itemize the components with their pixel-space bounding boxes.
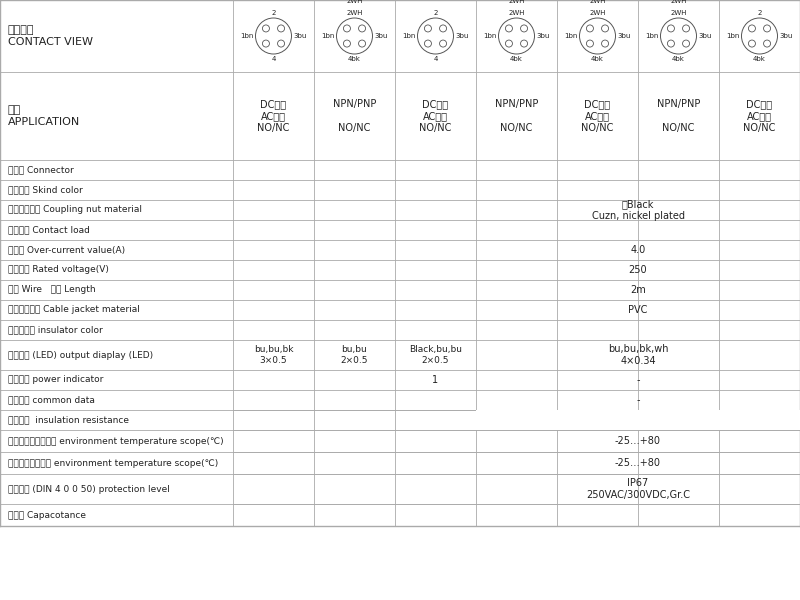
Text: 环境温度范围接插件 environment temperature scope(℃): 环境温度范围接插件 environment temperature scope(… bbox=[8, 437, 224, 445]
Text: 4.0: 4.0 bbox=[630, 245, 646, 255]
Text: 输出显示 (LED) output diaplay (LED): 输出显示 (LED) output diaplay (LED) bbox=[8, 350, 153, 359]
Text: 一般数据 common data: 一般数据 common data bbox=[8, 395, 95, 404]
Text: 4bk: 4bk bbox=[591, 56, 604, 62]
Text: 电缆外皮材料 Cable jacket material: 电缆外皮材料 Cable jacket material bbox=[8, 305, 140, 314]
Text: 2WH: 2WH bbox=[508, 0, 525, 4]
Text: ≥10⁶Ω: ≥10⁶Ω bbox=[622, 415, 654, 425]
Text: 2WH: 2WH bbox=[590, 10, 606, 16]
Text: 2WH: 2WH bbox=[670, 0, 686, 4]
Text: 通电指示 power indicator: 通电指示 power indicator bbox=[8, 376, 103, 385]
Text: NPN/PNP

NO/NC: NPN/PNP NO/NC bbox=[495, 100, 538, 133]
Text: 1bn: 1bn bbox=[402, 33, 415, 39]
Text: 2WH: 2WH bbox=[590, 0, 606, 4]
Text: 1bn: 1bn bbox=[726, 33, 739, 39]
Text: bu,bu,bk
3×0.5: bu,bu,bk 3×0.5 bbox=[254, 346, 294, 365]
Text: 绣缘电阴  insulation resistance: 绣缘电阴 insulation resistance bbox=[8, 415, 129, 425]
Text: DC二线
AC二线
NO/NC: DC二线 AC二线 NO/NC bbox=[258, 100, 290, 133]
Text: -: - bbox=[636, 395, 640, 405]
Text: 过流値 Over-current value(A): 过流値 Over-current value(A) bbox=[8, 245, 125, 254]
Text: 连接螺母材料 Coupling nut material: 连接螺母材料 Coupling nut material bbox=[8, 205, 142, 214]
Text: bu,bu,bk,wh
4×0.34: bu,bu,bk,wh 4×0.34 bbox=[608, 344, 668, 366]
Text: 1bn: 1bn bbox=[564, 33, 578, 39]
Text: 4: 4 bbox=[434, 56, 438, 62]
Text: 环境温度范围电缆 environment temperature scope(℃): 环境温度范围电缆 environment temperature scope(℃… bbox=[8, 458, 218, 467]
Text: Black,bu,bu
2×0.5: Black,bu,bu 2×0.5 bbox=[409, 346, 462, 365]
Text: 3bu: 3bu bbox=[618, 33, 631, 39]
Text: 3bu: 3bu bbox=[294, 33, 307, 39]
Text: -: - bbox=[636, 375, 640, 385]
Text: 1: 1 bbox=[433, 375, 438, 385]
Text: DC二线
AC二线
NO/NC: DC二线 AC二线 NO/NC bbox=[582, 100, 614, 133]
Text: 绣缘体颜色 insulator color: 绣缘体颜色 insulator color bbox=[8, 325, 102, 335]
Text: NPN/PNP

NO/NC: NPN/PNP NO/NC bbox=[657, 100, 700, 133]
Text: 1bn: 1bn bbox=[321, 33, 334, 39]
Text: 2WH: 2WH bbox=[346, 0, 362, 4]
Text: 2m: 2m bbox=[630, 285, 646, 295]
Text: -: - bbox=[636, 415, 640, 425]
Text: 3bu: 3bu bbox=[698, 33, 712, 39]
Text: 2: 2 bbox=[758, 10, 762, 16]
Text: 2: 2 bbox=[271, 10, 276, 16]
Text: 250: 250 bbox=[629, 265, 647, 275]
Text: 外套颜色 Skind color: 外套颜色 Skind color bbox=[8, 185, 82, 194]
Text: DC二线
AC二线
NO/NC: DC二线 AC二线 NO/NC bbox=[419, 100, 452, 133]
Text: 2WH: 2WH bbox=[670, 10, 686, 16]
Text: 4bk: 4bk bbox=[348, 56, 361, 62]
Text: 电缆 Wire   长度 Length: 电缆 Wire 长度 Length bbox=[8, 286, 96, 295]
Text: 1bn: 1bn bbox=[483, 33, 497, 39]
Text: 应用
APPLICATION: 应用 APPLICATION bbox=[8, 105, 80, 127]
Text: 接插件 Connector: 接插件 Connector bbox=[8, 166, 74, 175]
Text: DC二线
AC二线
NO/NC: DC二线 AC二线 NO/NC bbox=[743, 100, 776, 133]
Text: IP67
250VAC/300VDC,Gr.C: IP67 250VAC/300VDC,Gr.C bbox=[586, 478, 690, 500]
Text: 2WH: 2WH bbox=[508, 10, 525, 16]
Text: 接插外形
CONTACT VIEW: 接插外形 CONTACT VIEW bbox=[8, 25, 93, 47]
Text: 3bu: 3bu bbox=[374, 33, 388, 39]
Text: 2: 2 bbox=[434, 10, 438, 16]
Text: 接触负载 Contact load: 接触负载 Contact load bbox=[8, 226, 90, 235]
Text: -25…+80: -25…+80 bbox=[615, 458, 661, 468]
Text: 电容量 Capacotance: 电容量 Capacotance bbox=[8, 511, 86, 520]
Text: bu,bu
2×0.5: bu,bu 2×0.5 bbox=[341, 346, 368, 365]
Text: 4bk: 4bk bbox=[510, 56, 523, 62]
Text: 2WH: 2WH bbox=[346, 10, 362, 16]
Text: 3bu: 3bu bbox=[455, 33, 469, 39]
Text: 4bk: 4bk bbox=[753, 56, 766, 62]
Text: 额定电压 Rated voltage(V): 额定电压 Rated voltage(V) bbox=[8, 265, 109, 275]
Text: 防护等级 (DIN 4 0 0 50) protection level: 防护等级 (DIN 4 0 0 50) protection level bbox=[8, 485, 170, 493]
Text: 1bn: 1bn bbox=[240, 33, 254, 39]
Bar bbox=[476, 410, 800, 430]
Text: 3bu: 3bu bbox=[537, 33, 550, 39]
Text: 4: 4 bbox=[271, 56, 276, 62]
Text: NPN/PNP

NO/NC: NPN/PNP NO/NC bbox=[333, 100, 376, 133]
Text: PVC: PVC bbox=[628, 305, 648, 315]
Text: 4bk: 4bk bbox=[672, 56, 685, 62]
Text: -25…+80: -25…+80 bbox=[615, 436, 661, 446]
Text: 3bu: 3bu bbox=[779, 33, 793, 39]
Text: 黑Black
Cuzn, nickel plated: 黑Black Cuzn, nickel plated bbox=[591, 199, 685, 221]
Text: 1bn: 1bn bbox=[645, 33, 658, 39]
